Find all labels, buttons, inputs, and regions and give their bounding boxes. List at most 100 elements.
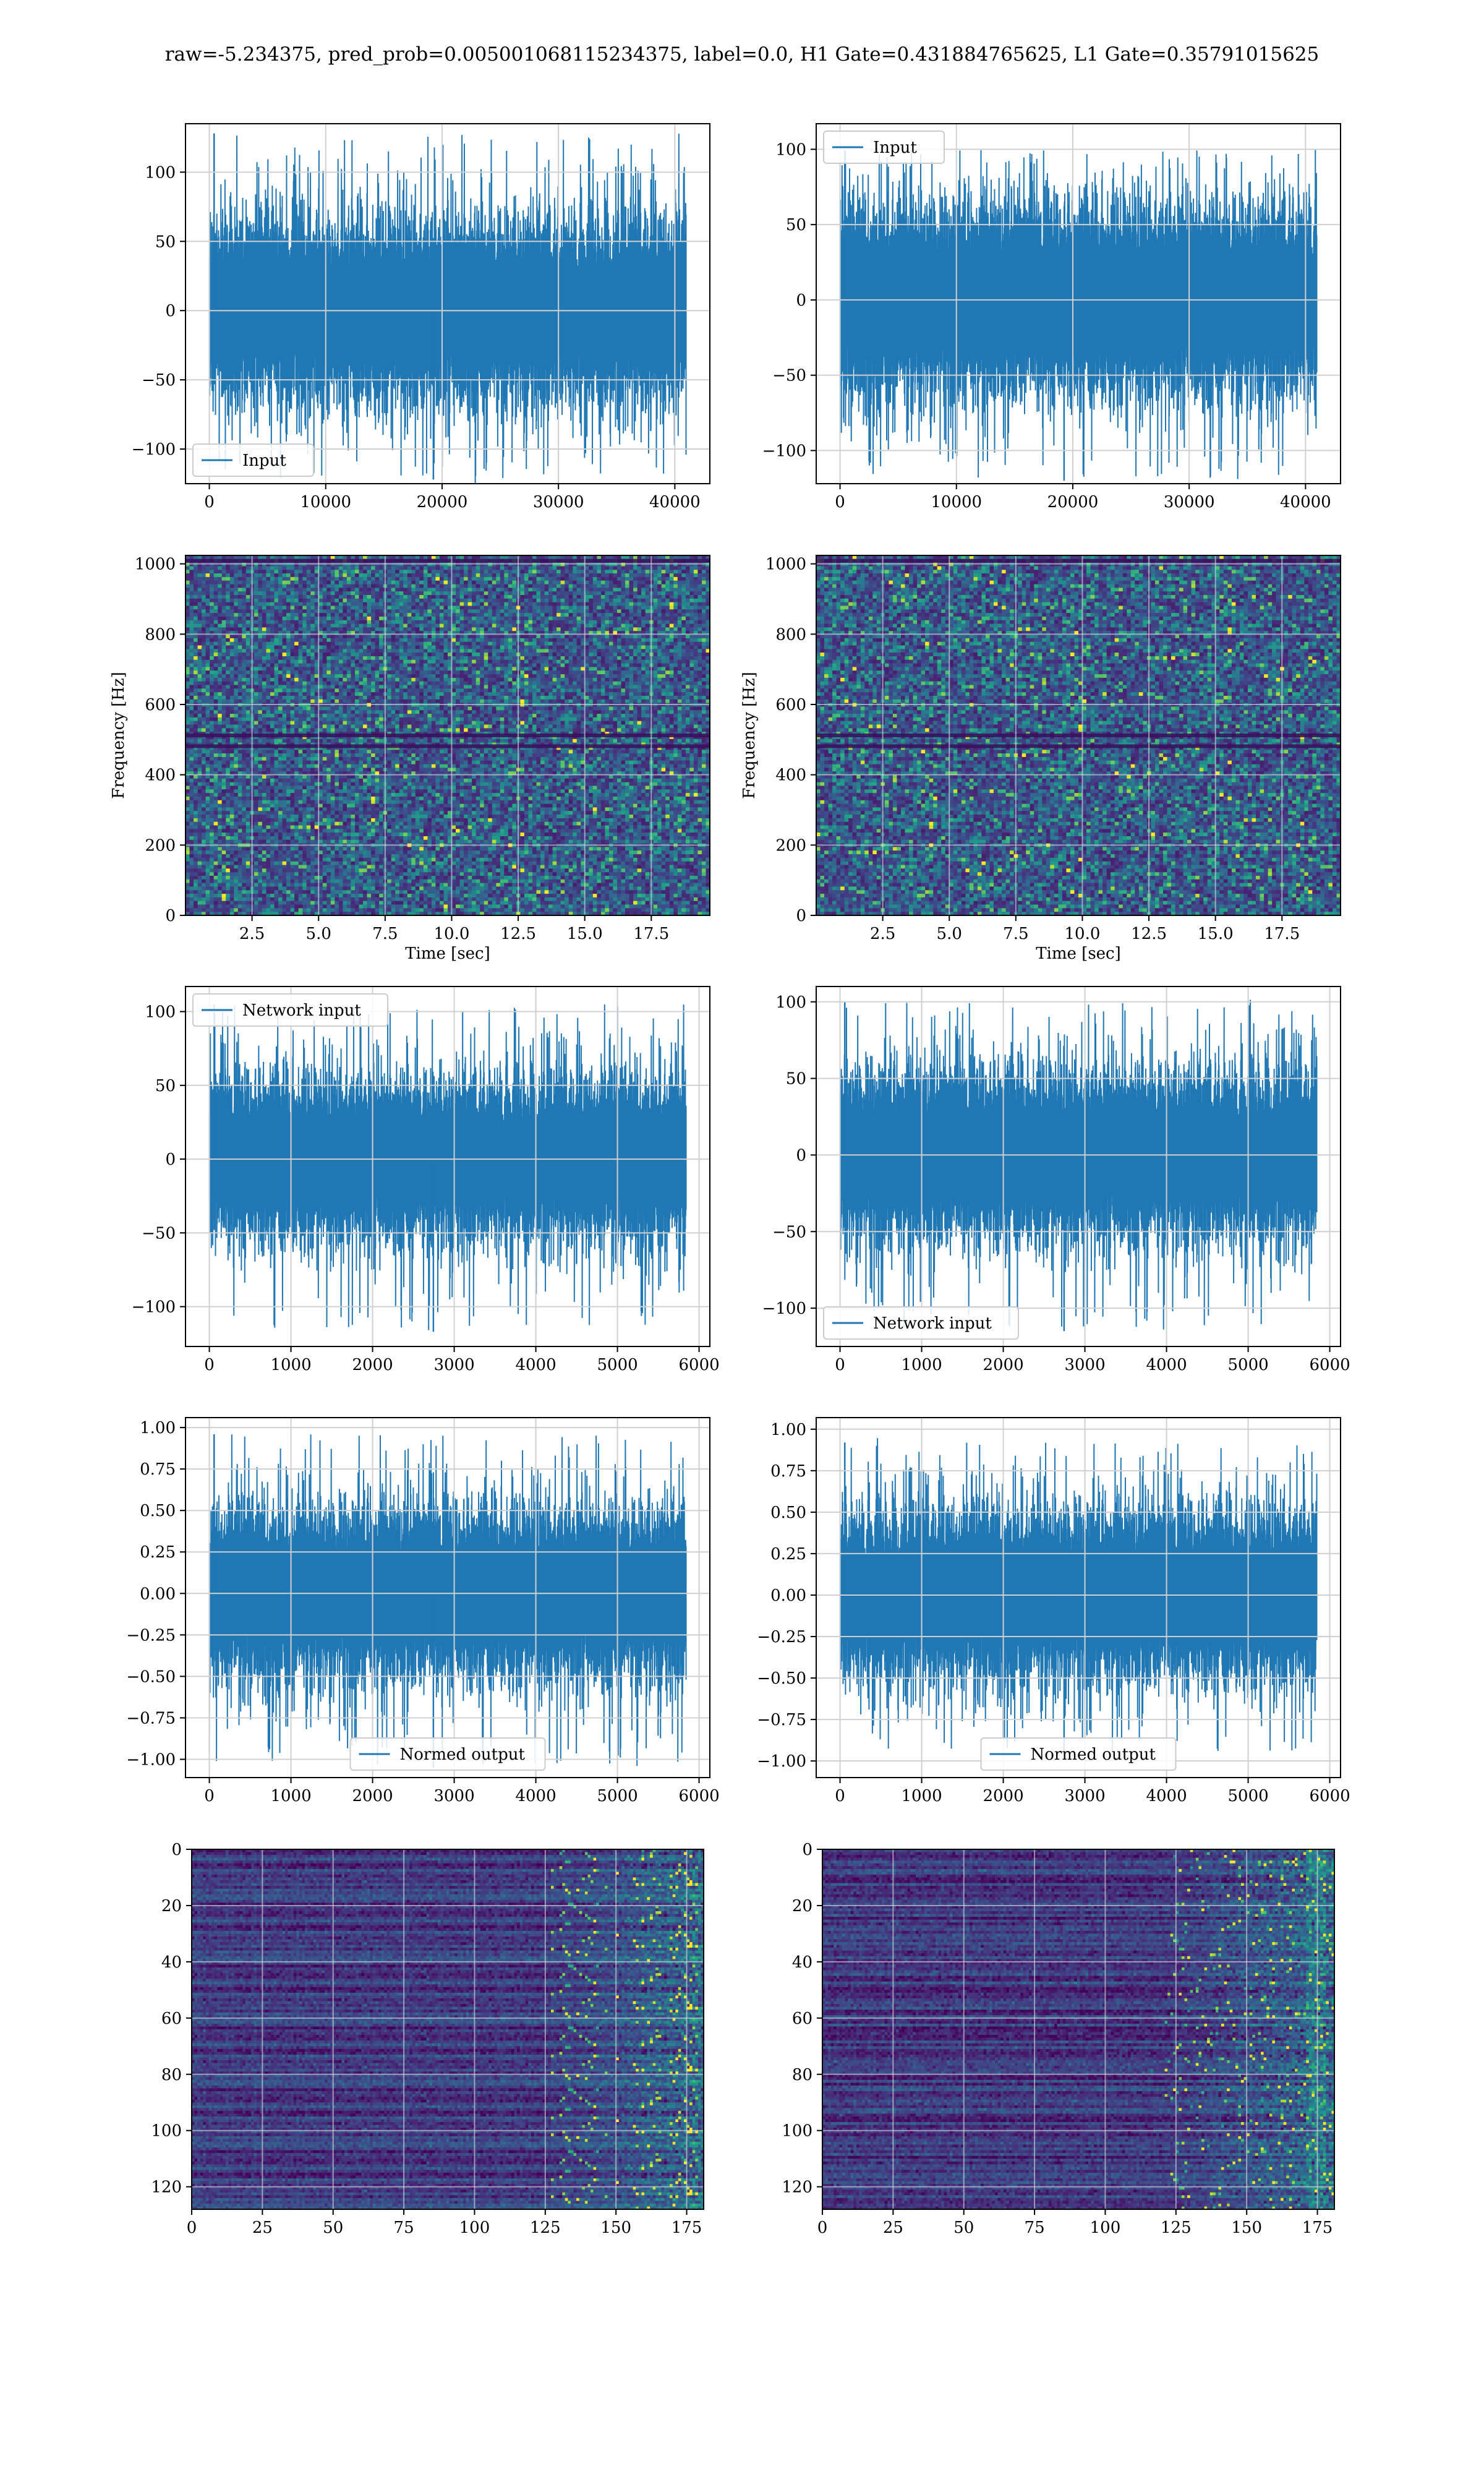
y-tick-label: −0.25 xyxy=(126,1626,176,1645)
y-tick-label: 0.00 xyxy=(770,1586,806,1605)
series-line xyxy=(210,1004,686,1330)
x-tick-label: 25 xyxy=(252,2219,273,2237)
y-tick-label: 0.00 xyxy=(140,1585,176,1603)
y-tick-label: 600 xyxy=(775,696,806,714)
heatmap-cells xyxy=(192,1849,704,2210)
legend: Input xyxy=(193,444,313,476)
y-tick-label: 0 xyxy=(796,1146,806,1165)
x-tick-label: 50 xyxy=(953,2219,974,2237)
legend-label: Network input xyxy=(873,1314,992,1333)
x-tick-label: 30000 xyxy=(533,493,584,511)
y-tick-label: 0.50 xyxy=(770,1504,806,1522)
x-tick-label: 6000 xyxy=(678,1787,719,1805)
spectral-line xyxy=(186,744,710,748)
x-tick-label: 7.5 xyxy=(1003,925,1028,943)
x-tick-label: 7.5 xyxy=(372,925,398,943)
y-tick-label: −0.25 xyxy=(757,1628,806,1646)
y-tick-label: 400 xyxy=(775,766,806,785)
y-tick-label: 0 xyxy=(796,907,806,925)
plot-area xyxy=(186,1418,710,1778)
x-tick-label: 25 xyxy=(883,2219,903,2237)
y-tick-label: 60 xyxy=(161,2010,182,2028)
y-tick-label: 100 xyxy=(782,2122,812,2141)
y-tick-label: 0.25 xyxy=(770,1545,806,1564)
y-tick-label: 400 xyxy=(145,766,176,785)
legend: Normed output xyxy=(351,1738,545,1770)
x-tick-label: 150 xyxy=(1231,2219,1262,2237)
legend-label: Input xyxy=(242,452,286,470)
y-tick-label: 40 xyxy=(161,1953,182,1972)
series-line xyxy=(210,1434,686,1766)
y-tick-label: −100 xyxy=(132,1298,176,1317)
y-tick-label: −1.00 xyxy=(126,1750,176,1769)
x-tick-label: 125 xyxy=(1161,2219,1192,2237)
x-tick-label: 2000 xyxy=(352,1787,393,1805)
y-tick-label: −100 xyxy=(132,440,176,459)
legend-label: Normed output xyxy=(400,1745,526,1764)
x-tick-label: 125 xyxy=(530,2219,561,2237)
x-tick-label: 10000 xyxy=(300,493,351,511)
y-tick-label: 1000 xyxy=(765,555,806,574)
y-tick-label: 120 xyxy=(151,2178,182,2197)
x-tick-label: 3000 xyxy=(433,1356,474,1374)
x-tick-label: 75 xyxy=(1025,2219,1045,2237)
y-tick-label: 50 xyxy=(155,233,176,251)
x-tick-label: 30000 xyxy=(1164,493,1215,511)
x-tick-label: 10.0 xyxy=(434,925,470,943)
y-tick-label: 100 xyxy=(775,993,806,1012)
x-axis-label: Time [sec] xyxy=(1036,944,1121,963)
x-tick-label: 40000 xyxy=(649,493,701,511)
x-tick-label: 0 xyxy=(835,1787,845,1805)
y-tick-label: 0.75 xyxy=(140,1460,176,1479)
y-tick-label: 0.25 xyxy=(140,1543,176,1562)
legend-label: Normed output xyxy=(1031,1745,1156,1764)
y-tick-label: 1.00 xyxy=(770,1421,806,1439)
x-tick-label: 15.0 xyxy=(1198,925,1234,943)
y-tick-label: 0 xyxy=(165,302,176,320)
x-tick-label: 0 xyxy=(204,1356,215,1374)
spectral-line xyxy=(816,559,1341,563)
legend: Input xyxy=(824,131,944,163)
x-tick-label: 175 xyxy=(1302,2219,1333,2237)
x-tick-label: 50 xyxy=(323,2219,343,2237)
x-tick-label: 0 xyxy=(187,2219,197,2237)
x-tick-label: 40000 xyxy=(1280,493,1331,511)
x-tick-label: 100 xyxy=(459,2219,490,2237)
chart-h1-spectrogram: 2.5 5.0 7.5 10.0 12.5 15.0 17.5020040060080010… xyxy=(109,555,710,963)
chart-l1-network-input: 0 1000 2000 3000 4000 5000 6000−100−50050100Ne… xyxy=(762,987,1350,1374)
y-tick-label: 100 xyxy=(145,1003,176,1022)
y-tick-label: 800 xyxy=(145,625,176,644)
y-tick-label: −50 xyxy=(142,1224,176,1243)
x-tick-label: 0 xyxy=(817,2219,828,2237)
legend-label: Input xyxy=(873,139,917,157)
x-tick-label: 175 xyxy=(672,2219,702,2237)
y-tick-label: −0.75 xyxy=(757,1711,806,1729)
y-tick-label: −0.50 xyxy=(126,1667,176,1686)
y-tick-label: −0.75 xyxy=(126,1709,176,1727)
x-tick-label: 5000 xyxy=(1227,1356,1268,1374)
series-line xyxy=(840,999,1317,1329)
y-tick-label: 800 xyxy=(775,625,806,644)
x-tick-label: 1000 xyxy=(901,1356,942,1374)
x-tick-label: 4000 xyxy=(515,1356,556,1374)
plot-area xyxy=(186,124,710,484)
x-tick-label: 1000 xyxy=(270,1787,311,1805)
y-tick-label: 80 xyxy=(161,2066,182,2084)
y-tick-label: 60 xyxy=(792,2010,812,2028)
x-tick-label: 5.0 xyxy=(937,925,962,943)
spectral-line xyxy=(186,734,710,737)
x-tick-label: 0 xyxy=(204,1787,215,1805)
x-axis-label: Time [sec] xyxy=(405,944,490,963)
y-tick-label: 20 xyxy=(161,1897,182,1915)
plot-area xyxy=(816,1418,1341,1778)
x-tick-label: 150 xyxy=(600,2219,631,2237)
y-tick-label: 50 xyxy=(786,216,806,234)
y-tick-label: 200 xyxy=(775,836,806,855)
x-tick-label: 6000 xyxy=(1309,1356,1350,1374)
x-tick-label: 1000 xyxy=(270,1356,311,1374)
